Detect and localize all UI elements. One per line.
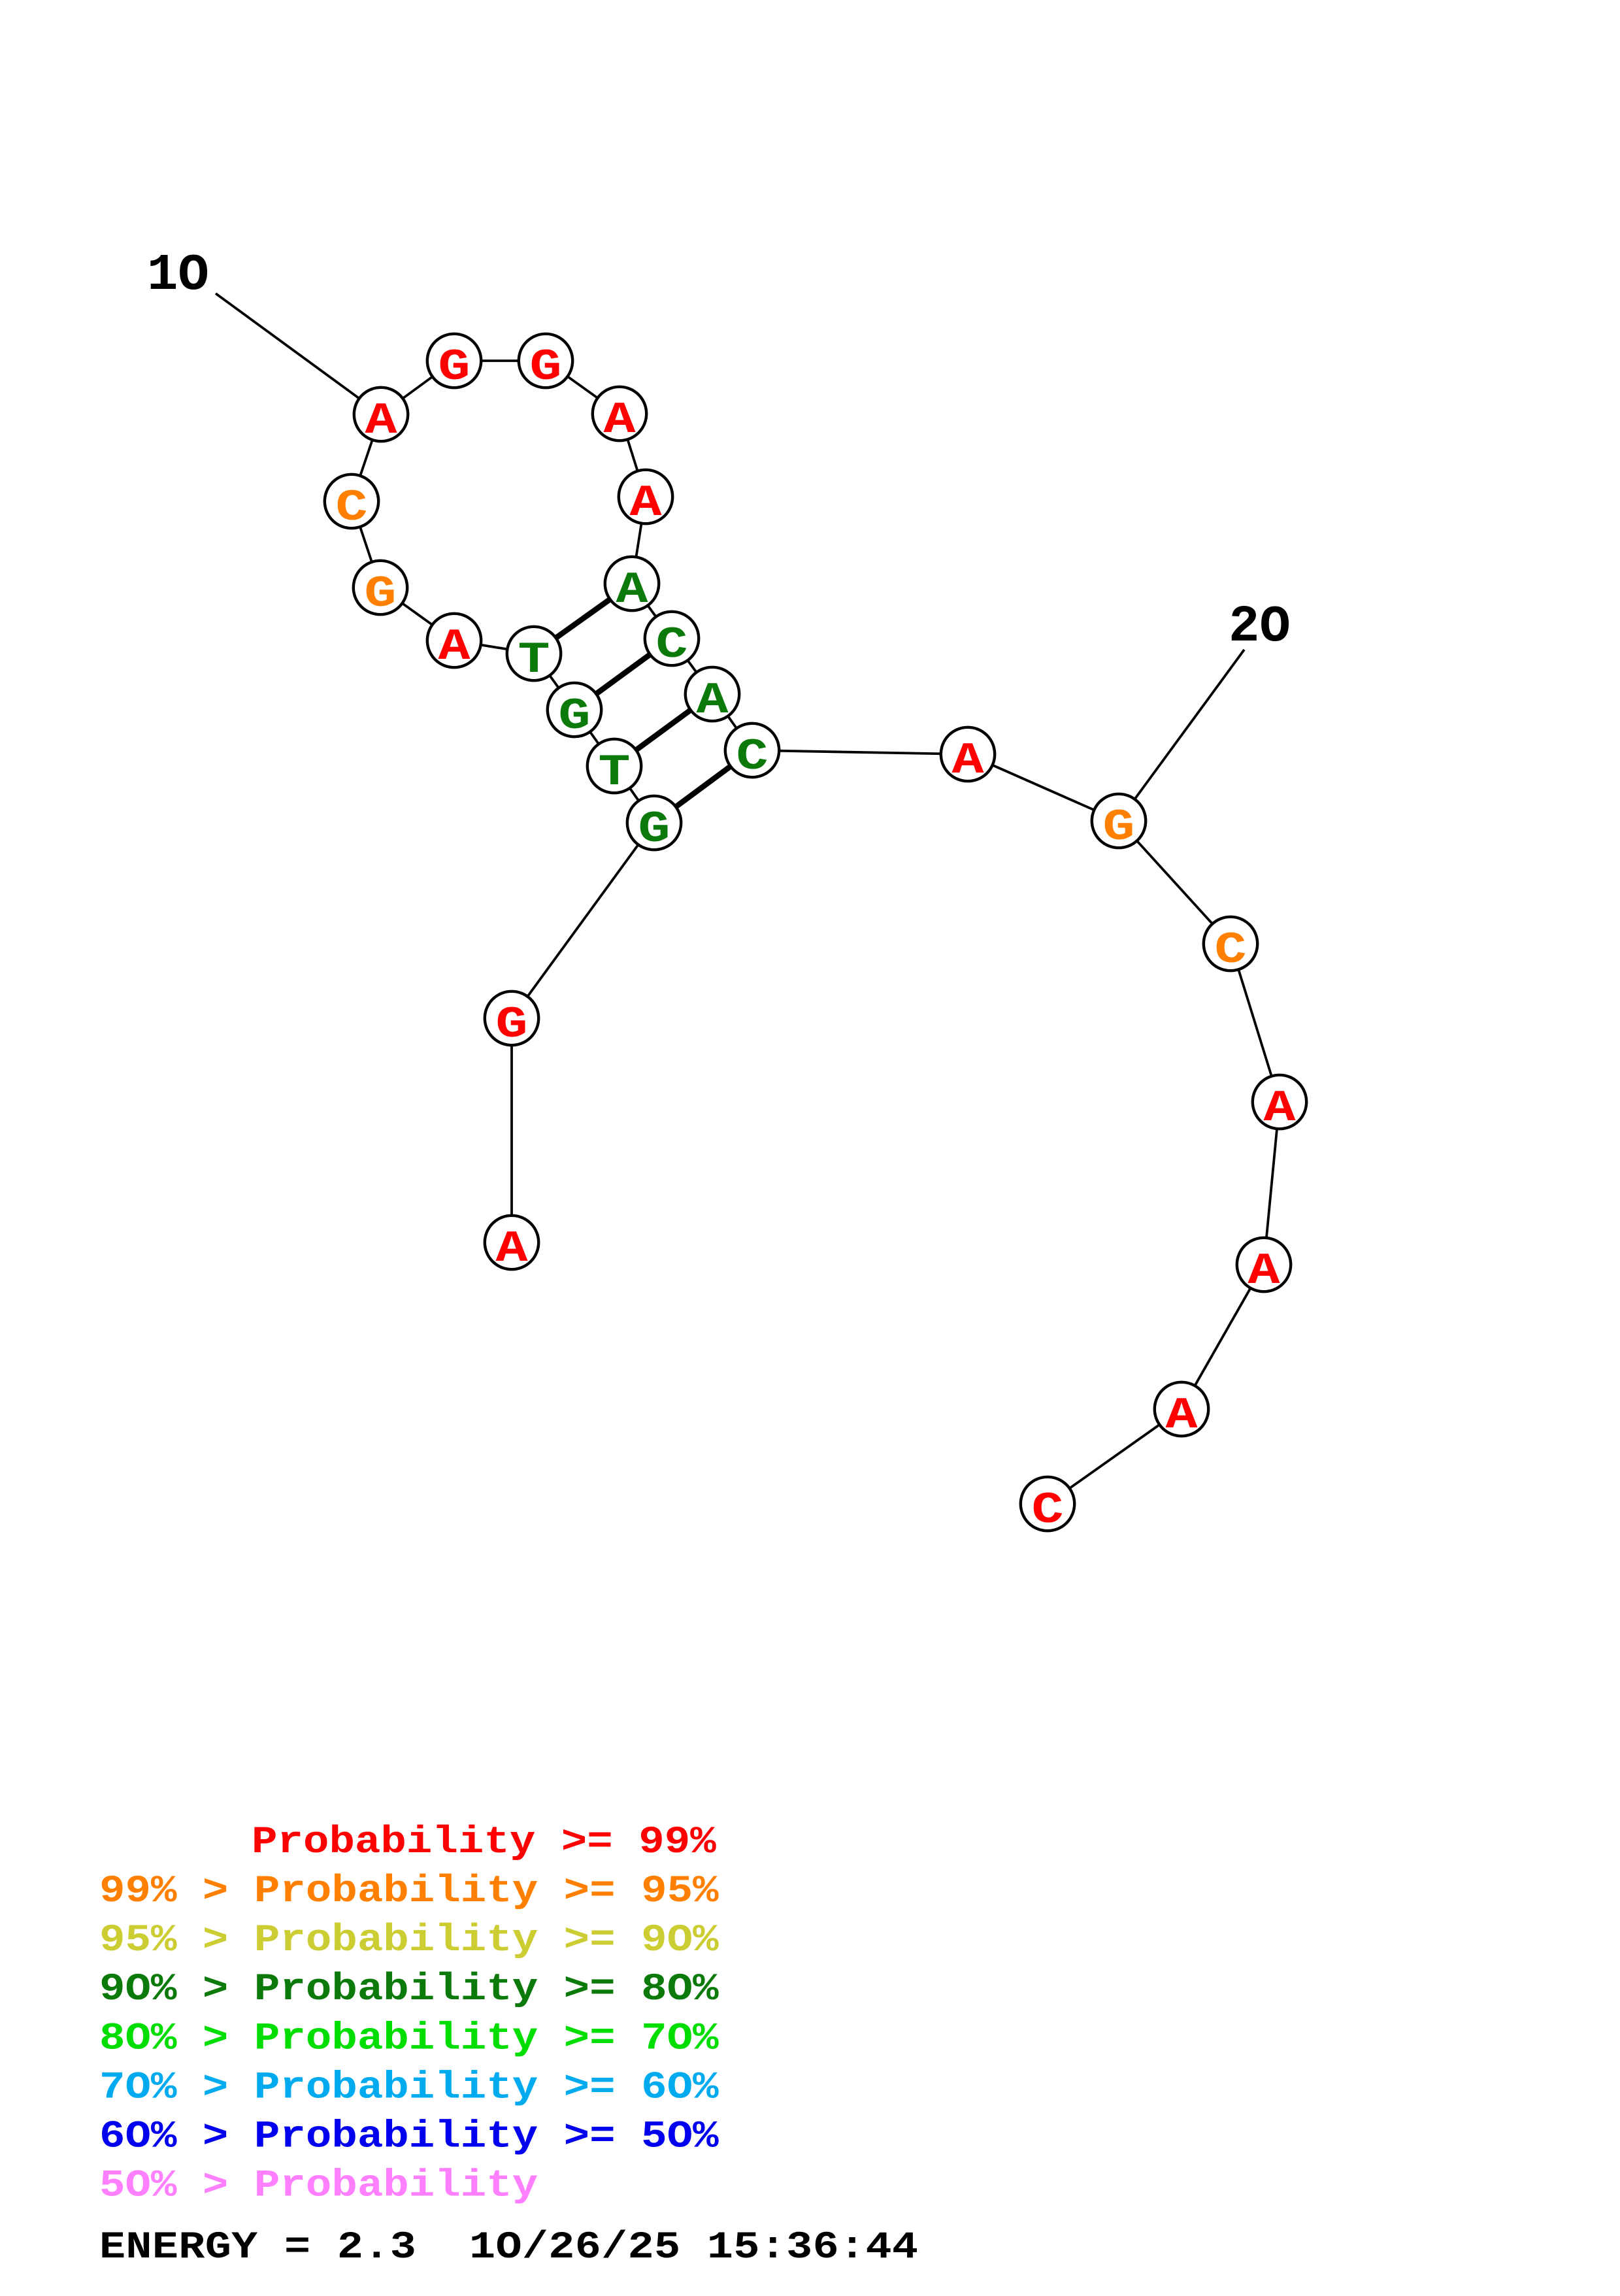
svg-text:A: A [1248, 1246, 1280, 1297]
svg-text:2O: 2O [1229, 597, 1291, 656]
svg-text:C: C [736, 732, 769, 782]
svg-text:8O% > Probability >= 7O%: 8O% > Probability >= 7O% [99, 2017, 719, 2061]
svg-text:A: A [616, 565, 648, 616]
svg-text:A: A [697, 676, 729, 726]
svg-text:G: G [365, 569, 397, 620]
svg-text:G: G [1103, 803, 1135, 853]
svg-text:A: A [496, 1224, 528, 1274]
svg-text:ENERGY = 2.3 1O/26/25 15:36:4: ENERGY = 2.3 1O/26/25 15:36:44 [99, 2226, 918, 2269]
svg-text:G: G [638, 805, 670, 855]
svg-text:99% > Probability >= 95%: 99% > Probability >= 95% [99, 1869, 719, 1913]
svg-text:A: A [604, 395, 636, 446]
svg-text:9O% > Probability >= 8O%: 9O% > Probability >= 8O% [99, 1967, 719, 2011]
svg-text:1O: 1O [147, 246, 209, 305]
svg-text:G: G [530, 342, 562, 393]
svg-text:A: A [438, 622, 471, 673]
svg-text:Probability >= 99%: Probability >= 99% [252, 1820, 716, 1864]
svg-text:G: G [496, 1000, 528, 1050]
svg-text:G: G [438, 342, 471, 393]
svg-text:C: C [1032, 1486, 1064, 1536]
svg-text:A: A [630, 478, 662, 529]
svg-text:A: A [365, 396, 397, 446]
svg-text:6O% > Probability >= 5O%: 6O% > Probability >= 5O% [99, 2115, 719, 2159]
svg-text:A: A [1264, 1084, 1296, 1134]
svg-text:C: C [336, 483, 368, 533]
svg-text:A: A [952, 736, 984, 786]
svg-text:G: G [559, 691, 591, 742]
svg-text:C: C [1215, 925, 1247, 976]
svg-text:T: T [599, 748, 631, 798]
svg-text:95% > Probability >= 9O%: 95% > Probability >= 9O% [99, 1918, 719, 1962]
svg-text:T: T [518, 635, 550, 686]
svg-text:C: C [656, 620, 688, 671]
svg-text:7O% > Probability >= 6O%: 7O% > Probability >= 6O% [99, 2066, 719, 2110]
svg-text:5O% > Probability: 5O% > Probability [99, 2164, 538, 2208]
svg-text:A: A [1166, 1391, 1198, 1441]
